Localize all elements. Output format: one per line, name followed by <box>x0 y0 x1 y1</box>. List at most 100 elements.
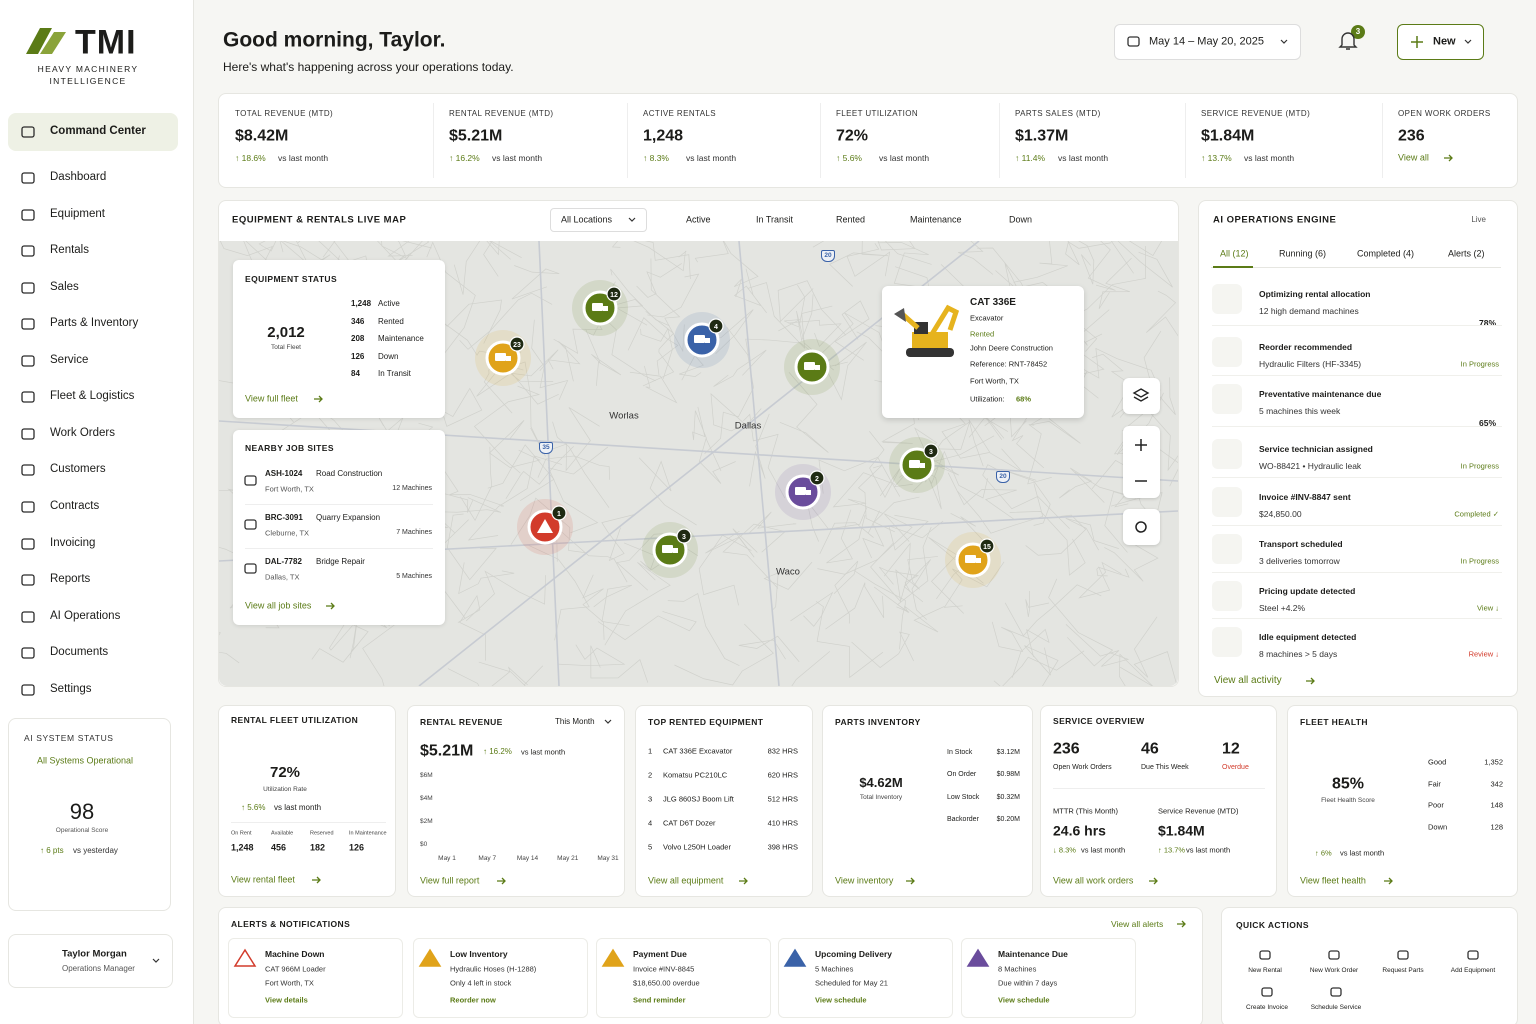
card-link[interactable]: View inventory <box>835 875 894 886</box>
locate-button[interactable] <box>1123 509 1160 545</box>
alert-item[interactable] <box>961 938 1136 1018</box>
ai-tab[interactable]: Running (6) <box>1279 248 1327 259</box>
nav-item[interactable]: Rentals <box>50 244 89 257</box>
card-link[interactable]: View all work orders <box>1053 875 1134 886</box>
kpi-change: ↑ 5.6% <box>836 152 862 163</box>
filter-label[interactable]: All Locations <box>561 214 613 225</box>
truck-cab <box>815 365 820 370</box>
service-stat-label: Overdue <box>1222 763 1249 771</box>
nav-item[interactable]: Documents <box>50 646 109 659</box>
icon-shape <box>1330 987 1342 997</box>
nav-item[interactable]: Parts & Inventory <box>50 317 139 330</box>
card-link[interactable]: View full report <box>420 875 480 886</box>
icon <box>1397 950 1409 960</box>
layers-glyph <box>1132 388 1150 402</box>
bucket <box>894 308 906 322</box>
nav-item[interactable]: Invoicing <box>50 536 96 549</box>
nav-item[interactable]: Equipment <box>50 207 105 220</box>
nav-item[interactable]: Service <box>50 353 89 366</box>
new-label[interactable]: New <box>1433 35 1456 48</box>
road <box>748 511 797 534</box>
alerts-link[interactable]: View all alerts <box>1111 918 1164 929</box>
quick-action[interactable]: Create Invoice <box>1246 1004 1288 1012</box>
nav-item[interactable]: Sales <box>50 280 79 293</box>
nav-item[interactable]: Work Orders <box>50 426 115 439</box>
alert-action[interactable]: Send reminder <box>633 995 686 1005</box>
quick-action[interactable]: Request Parts <box>1382 967 1424 975</box>
ai-item-icon <box>1212 384 1242 414</box>
icon <box>1467 950 1479 960</box>
road <box>585 329 622 386</box>
alert-item[interactable] <box>228 938 403 1018</box>
quick-action[interactable]: Add Equipment <box>1450 967 1496 975</box>
ai-tab[interactable]: Completed (4) <box>1357 248 1415 259</box>
truck-glyph <box>592 303 603 311</box>
highway-label: 35 <box>542 444 550 452</box>
ai-tab[interactable]: Alerts (2) <box>1448 248 1485 259</box>
alert-glyph <box>233 948 257 967</box>
date-range[interactable]: May 14 – May 20, 2025 <box>1149 35 1264 48</box>
nav-item[interactable]: Dashboard <box>50 171 107 184</box>
health-name: Good <box>1428 757 1447 767</box>
alert-item[interactable] <box>778 938 953 1018</box>
nav-item[interactable]: Settings <box>50 682 92 695</box>
nav-item[interactable]: Customers <box>50 463 106 476</box>
alert-item[interactable] <box>413 938 588 1018</box>
arrow <box>1177 920 1186 928</box>
ai-tab[interactable]: All (12) <box>1220 248 1249 259</box>
ai-link[interactable]: View all activity <box>1214 675 1282 686</box>
kpi-link[interactable]: View all <box>1398 152 1429 163</box>
road <box>667 593 740 667</box>
road <box>862 496 920 559</box>
fleet-total: 2,012 <box>267 324 305 341</box>
road <box>1096 566 1130 578</box>
rank: 4 <box>648 818 653 828</box>
logo-chevron <box>40 32 66 54</box>
quick-action[interactable]: Schedule Service <box>1310 1004 1362 1012</box>
quick-action[interactable]: New Rental <box>1248 967 1282 975</box>
alert-item[interactable] <box>596 938 771 1018</box>
panel-link[interactable]: View full fleet <box>245 393 298 404</box>
road <box>627 317 679 376</box>
alert-action[interactable]: View schedule <box>998 995 1050 1005</box>
card-link[interactable]: View fleet health <box>1300 875 1366 886</box>
card-link[interactable]: View rental fleet <box>231 874 295 885</box>
arrow <box>906 877 915 885</box>
period[interactable]: This Month <box>555 717 595 727</box>
alert-action[interactable]: View details <box>265 995 308 1005</box>
alert-title: Payment Due <box>633 948 687 959</box>
popup-name: CAT 336E <box>970 297 1016 308</box>
map-canvas: 12 4 23 3 2 1 3 15 <box>219 241 1178 686</box>
panel-link[interactable]: View all job sites <box>245 600 312 611</box>
road <box>590 645 649 683</box>
nav-item[interactable]: Command Center <box>50 125 146 138</box>
stat-value: 126 <box>349 842 365 853</box>
nav-item[interactable]: Fleet & Logistics <box>50 390 135 403</box>
card-link[interactable]: View all equipment <box>648 875 724 886</box>
nav-item[interactable]: Reports <box>50 573 91 586</box>
nav-item[interactable]: Contracts <box>50 500 100 513</box>
zoom-buttons[interactable] <box>1123 426 1160 498</box>
marker-badge <box>923 443 939 459</box>
marker-badge <box>979 538 995 554</box>
parts-total-label: Total Inventory <box>859 794 903 802</box>
service-stat: 236 <box>1053 740 1080 758</box>
alert-action[interactable]: View schedule <box>815 995 867 1005</box>
arrow <box>312 876 321 884</box>
ai-item-status: In Progress <box>1460 461 1499 471</box>
date-picker[interactable] <box>1114 24 1301 60</box>
nav-item[interactable]: AI Operations <box>50 609 121 622</box>
arrow <box>1149 877 1158 885</box>
kpi-value: 1,248 <box>643 127 684 145</box>
road <box>610 268 648 326</box>
divider <box>1212 324 1502 326</box>
quick-action[interactable]: New Work Order <box>1309 967 1359 975</box>
icon <box>21 126 35 138</box>
road <box>460 446 493 521</box>
health-count: 1,352 <box>1484 757 1503 767</box>
alert-action[interactable]: Reorder now <box>450 995 496 1005</box>
revenue-card <box>407 705 625 897</box>
x-tick-label: May 21 <box>557 855 579 863</box>
road <box>644 241 691 280</box>
site-type: Quarry Expansion <box>316 513 381 523</box>
